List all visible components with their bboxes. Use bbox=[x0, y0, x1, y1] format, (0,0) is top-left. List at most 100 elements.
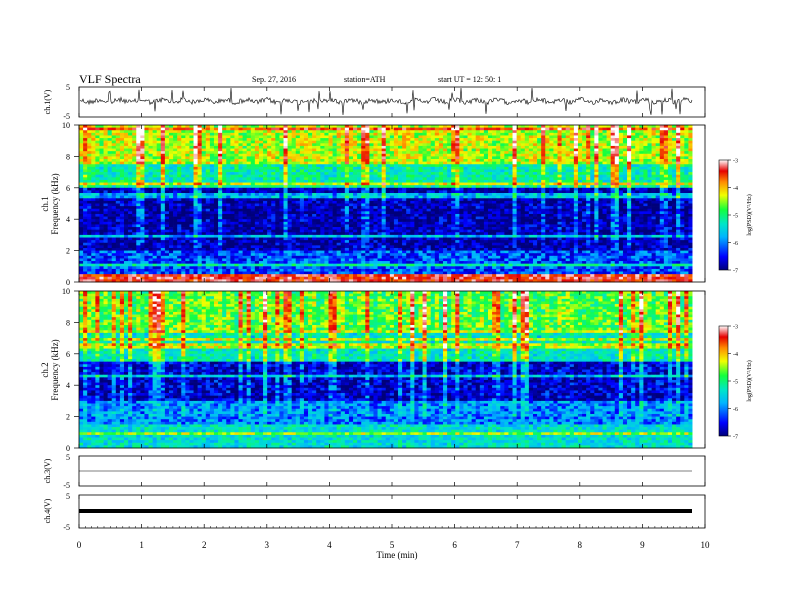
spec1-cells-cell bbox=[136, 182, 141, 186]
spec1-cells-cell bbox=[156, 132, 162, 136]
spec1-cells-cell bbox=[631, 193, 636, 196]
spec1-cells-cell bbox=[168, 187, 174, 191]
spec1-cells-cell bbox=[242, 127, 248, 131]
spec1-cells-cell bbox=[655, 132, 661, 136]
spec1-cells-cell bbox=[594, 198, 599, 202]
spec1-cells-cell bbox=[418, 164, 423, 168]
spec1-cells-cell bbox=[91, 132, 96, 136]
spec1-cells-cell bbox=[152, 140, 158, 144]
spec1-cells-cell bbox=[308, 127, 313, 131]
spec1-cells-cell bbox=[140, 138, 145, 142]
spec1-cells-cell bbox=[594, 161, 599, 165]
spec1-cells-cell bbox=[631, 172, 636, 176]
spec1-cells-cell bbox=[168, 127, 174, 131]
spec1-cells-cell bbox=[610, 135, 616, 139]
spec1-cells-cell bbox=[635, 164, 640, 168]
spec1-cells-cell bbox=[496, 200, 501, 204]
spec1-cells-cell bbox=[91, 200, 96, 204]
spec1-cells-cell bbox=[684, 159, 689, 162]
spec1-cells-cell bbox=[242, 164, 248, 168]
spec1-cells-cell bbox=[111, 143, 117, 147]
spec1-cells-cell bbox=[218, 164, 223, 168]
spec1-cells-cell bbox=[398, 143, 403, 147]
spec1-cells-cell bbox=[627, 169, 632, 173]
spec1-cells-cell bbox=[410, 187, 415, 191]
spec1-cells-cell bbox=[381, 156, 387, 160]
spec1-cells-cell bbox=[667, 161, 673, 165]
spec1-cells-cell bbox=[389, 177, 395, 181]
spec1-cells-cell bbox=[410, 185, 415, 189]
spec1-cells-cell bbox=[410, 164, 415, 168]
spec1-cells-cell bbox=[459, 177, 464, 181]
spec1-cells-cell bbox=[549, 198, 554, 202]
spec1-cells-cell bbox=[381, 203, 387, 207]
spec1-cells-cell bbox=[524, 208, 530, 212]
spec1-cells-cell bbox=[123, 161, 129, 165]
spec1-cells-cell bbox=[504, 145, 509, 149]
spec1-cells-cell bbox=[447, 135, 452, 139]
spec1-cells-cell bbox=[492, 208, 497, 212]
spec1-cells-cell bbox=[561, 195, 567, 199]
spec1-cells-cell bbox=[438, 206, 444, 210]
spec1-cells-cell bbox=[577, 203, 583, 207]
spec1-cells-cell bbox=[447, 179, 452, 183]
spec1-cells-cell bbox=[320, 151, 325, 155]
spec1-cells-cell bbox=[160, 161, 166, 165]
spec1-cells-cell bbox=[201, 203, 207, 207]
spec1-cells-cell bbox=[520, 153, 526, 157]
spec1-cells-cell bbox=[320, 148, 325, 152]
spec1-cells-cell bbox=[606, 208, 612, 212]
spec1-cells-cell bbox=[418, 179, 423, 183]
spec1-cells-cell bbox=[365, 208, 370, 212]
spec1-cells-cell bbox=[308, 179, 313, 183]
spec1-cells-cell bbox=[467, 153, 472, 157]
spec1-cells-cell bbox=[250, 161, 256, 165]
spec1-cells-cell bbox=[123, 185, 129, 189]
spec1-cells-cell bbox=[418, 145, 423, 149]
spec1-cells-cell bbox=[467, 177, 472, 181]
spec1-cells-cell bbox=[659, 151, 665, 155]
spec1-cells-cell bbox=[553, 203, 558, 207]
spec1-cells-cell bbox=[451, 156, 456, 160]
spec1-cells-cell bbox=[328, 177, 333, 181]
spec1-cells-cell bbox=[688, 151, 693, 155]
spec1-cells-cell bbox=[160, 177, 166, 181]
spec1-cells-cell bbox=[222, 172, 227, 176]
spec1-cells-cell bbox=[594, 174, 599, 178]
spec1-cells-cell bbox=[443, 132, 448, 136]
spec1-cells-cell bbox=[144, 172, 149, 176]
spec1-cells-cell bbox=[119, 143, 125, 147]
spec1-cells-cell bbox=[557, 161, 562, 165]
spec1-cells-cell bbox=[410, 153, 415, 157]
spec1-cells-cell bbox=[128, 151, 133, 155]
spec1-cells-cell bbox=[234, 138, 239, 142]
spec1-cells-cell bbox=[283, 125, 288, 128]
spec1-cells-cell bbox=[561, 166, 567, 170]
spec1-cells-cell bbox=[549, 130, 554, 134]
spec1-cells-cell bbox=[365, 166, 370, 170]
spec1-cells-cell bbox=[586, 164, 591, 168]
spec1-cells-cell bbox=[123, 203, 129, 207]
spec1-cells-cell bbox=[463, 195, 468, 199]
spec1-cells-cell bbox=[487, 130, 493, 134]
spec1-cells-cell bbox=[655, 127, 661, 131]
spec1-cells-cell bbox=[136, 187, 141, 191]
spec1-cells-cell bbox=[205, 206, 211, 210]
spec1-cells-cell bbox=[336, 164, 342, 168]
spec1-cells-cell bbox=[426, 172, 432, 176]
spec1-cells-cell bbox=[627, 187, 632, 191]
spec1-cells-cell bbox=[639, 130, 644, 134]
spec1-cells-cell bbox=[655, 195, 661, 199]
spec1-cells-cell bbox=[577, 125, 583, 128]
spec1-cells-cell bbox=[590, 159, 595, 162]
spec1-cells-cell bbox=[136, 127, 141, 131]
spec1-cells-cell bbox=[528, 127, 534, 131]
spec1-cells-cell bbox=[406, 156, 411, 160]
spec1-cells-cell bbox=[177, 172, 182, 176]
spec1-cells-cell bbox=[459, 140, 464, 144]
spec1-cells-cell bbox=[320, 182, 325, 186]
spec1-cells-cell bbox=[79, 172, 84, 176]
spec1-cells-cell bbox=[586, 206, 591, 210]
spec1-cells-cell bbox=[598, 195, 603, 199]
spec1-cells-cell bbox=[684, 172, 689, 176]
